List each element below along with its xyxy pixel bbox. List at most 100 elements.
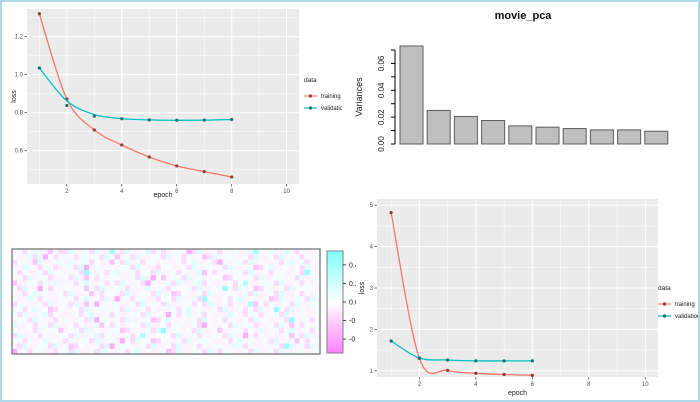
heatmap-cell (273, 322, 280, 328)
heatmap-cell (314, 285, 321, 292)
heatmap-cell (227, 264, 233, 271)
heatmap-cell (212, 338, 218, 344)
heatmap-cell (191, 275, 198, 281)
heatmap-cell (171, 254, 177, 260)
heatmap-cell (294, 270, 300, 276)
heatmap-cell (114, 249, 121, 255)
heatmap-cell (243, 348, 249, 355)
heatmap-cell (171, 270, 177, 276)
heatmap-cell (212, 259, 218, 265)
heatmap-cell (207, 254, 213, 260)
heatmap-cell (145, 327, 151, 334)
heatmap-cell (12, 275, 18, 281)
heatmap-cell (73, 259, 79, 265)
heatmap-cell (37, 333, 44, 339)
heatmap-svg: 0.4 0.2 0.0 -0.2 -0.4 (11, 248, 356, 355)
heatmap-cell (17, 338, 23, 344)
heatmap-cell (140, 333, 146, 339)
heatmap-cell (150, 301, 156, 307)
heatmap-cell (63, 264, 69, 271)
heatmap-cell (309, 322, 316, 328)
heatmap-cell (53, 270, 59, 276)
heatmap-cell (89, 348, 95, 355)
heatmap-cell (186, 322, 192, 328)
heatmap-cell (176, 280, 182, 286)
heatmap-cell (227, 285, 233, 292)
heatmap-cell (150, 333, 156, 339)
heatmap-cell (207, 275, 213, 281)
heatmap-cell (232, 280, 239, 286)
heatmap-cell (114, 338, 121, 344)
heatmap-cell (304, 259, 310, 265)
y-tick-label: 1 (370, 369, 374, 375)
heatmap-cell (104, 327, 110, 334)
heatmap-cell (299, 312, 305, 318)
heatmap-cell (104, 249, 110, 255)
heatmap-cell (232, 322, 239, 328)
heatmap-cell (299, 275, 305, 281)
heatmap-cell (73, 343, 79, 349)
heatmap-cell (63, 285, 69, 292)
heatmap-cell (145, 275, 151, 281)
heatmap-cell (17, 327, 23, 334)
heatmap-cell (268, 333, 275, 339)
y-axis-title: Variances (354, 77, 364, 117)
heatmap-cell (217, 348, 223, 355)
heatmap-cell (130, 270, 136, 276)
heatmap-cell (186, 296, 192, 302)
heatmap-cell (166, 296, 172, 302)
heatmap-cell (83, 259, 90, 265)
heatmap-cell (119, 275, 126, 281)
heatmap-cell (150, 317, 156, 323)
heatmap-cell (124, 249, 131, 255)
heatmap-cell (78, 291, 85, 297)
heatmap-cell (78, 306, 85, 313)
heatmap-cell (47, 275, 54, 281)
heatmap-cell (68, 270, 74, 276)
heatmap-cell (140, 285, 146, 292)
heatmap-cell (268, 264, 275, 271)
validation-point (202, 118, 206, 122)
heatmap-cell (12, 264, 18, 271)
heatmap-cell (253, 306, 259, 313)
heatmap-cell (253, 327, 259, 334)
heatmap-cell (27, 343, 33, 349)
heatmap-cell (58, 301, 64, 307)
heatmap-cell (248, 280, 254, 286)
heatmap-cell (12, 301, 18, 307)
heatmap-cell (124, 296, 131, 302)
x-tick-label: 4 (474, 382, 478, 388)
heatmap-cell (47, 338, 54, 344)
heatmap-cell (78, 270, 85, 276)
heatmap-cell (227, 317, 233, 323)
heatmap-cell (140, 264, 146, 271)
heatmap-cell (201, 254, 208, 260)
heatmap-cell (12, 249, 18, 255)
heatmap-cell (299, 338, 305, 344)
heatmap-cell (32, 301, 38, 307)
heatmap-cell (212, 275, 218, 281)
heatmap-cell (104, 285, 110, 292)
heatmap-cell (27, 338, 33, 344)
heatmap-cell (248, 306, 254, 313)
heatmap-cell (227, 312, 233, 318)
legend-title: data (304, 77, 317, 84)
heatmap-cell (119, 291, 126, 297)
heatmap-cell (294, 338, 300, 344)
heatmap-cell (27, 327, 33, 334)
heatmap-cell (109, 301, 115, 307)
y-tick-label: 0.02 (377, 109, 386, 125)
heatmap-cell (237, 317, 244, 323)
heatmap-cell (37, 291, 44, 297)
heatmap-cell (99, 254, 105, 260)
heatmap-cell (284, 291, 290, 297)
heatmap-cell (150, 306, 156, 313)
heatmap-cell (243, 280, 249, 286)
heatmap-cell (58, 333, 64, 339)
heatmap-cell (166, 254, 172, 260)
heatmap-cell (309, 327, 316, 334)
heatmap-cell (263, 280, 269, 286)
heatmap-cell (42, 285, 49, 292)
validation-point (92, 114, 96, 118)
heatmap-cell (83, 291, 90, 297)
